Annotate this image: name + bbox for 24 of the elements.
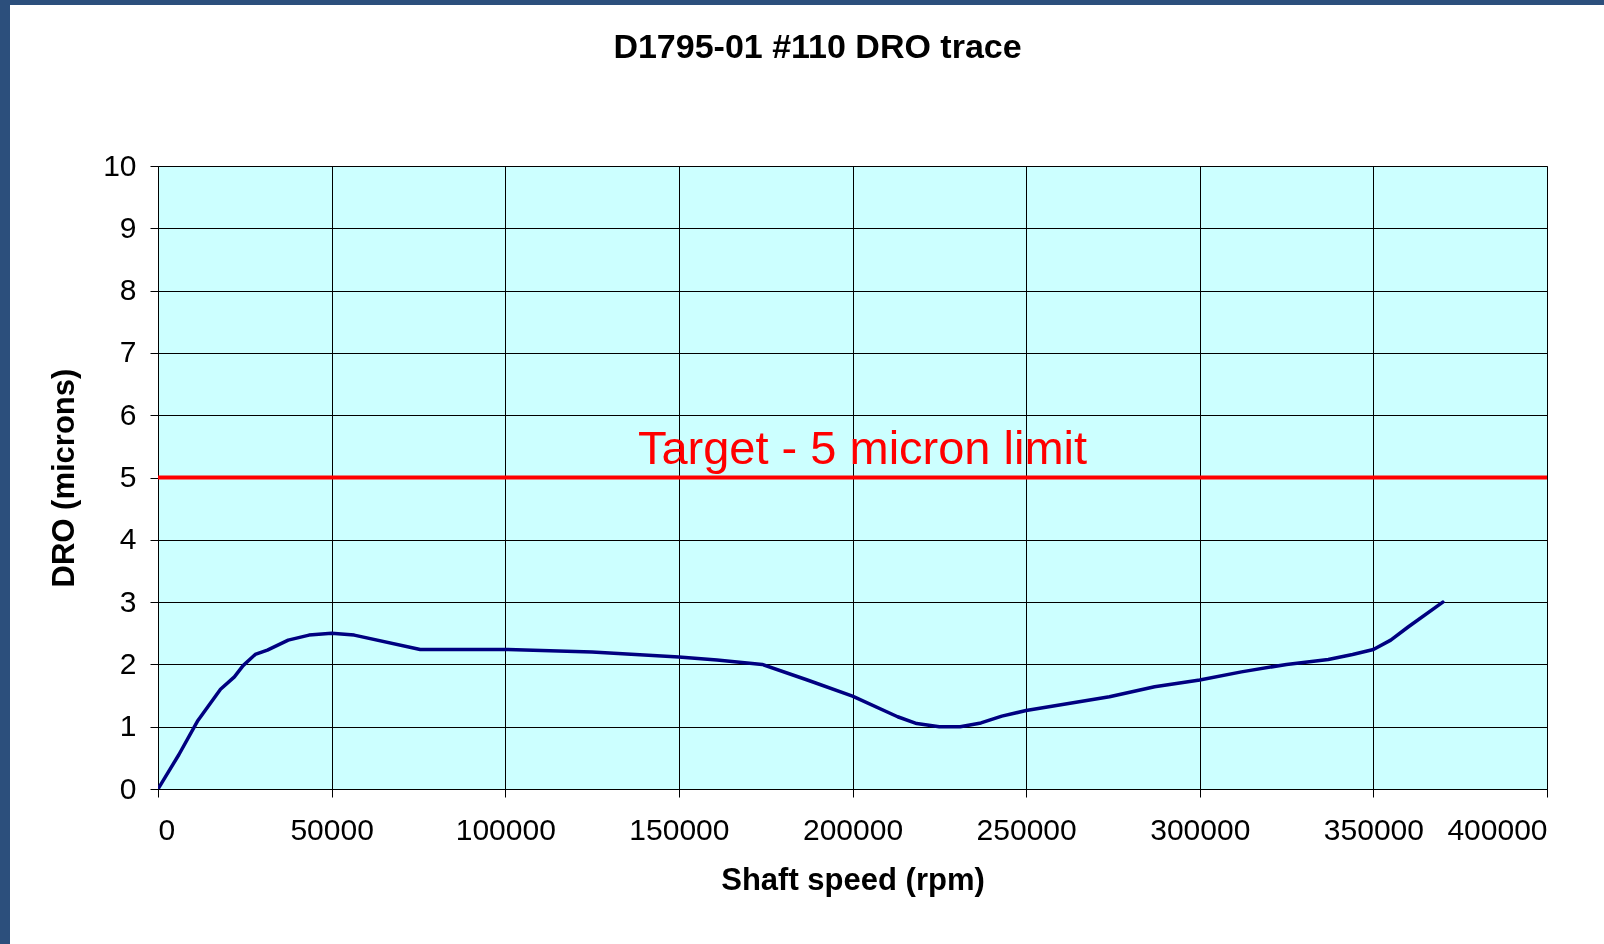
line-series	[158, 600, 1445, 789]
x-tick-label: 150000	[629, 812, 730, 846]
y-tick-label: 8	[119, 273, 137, 307]
x-tick-label: 100000	[455, 812, 556, 846]
y-tick-label: 5	[119, 460, 137, 493]
y-axis-title: DRO (microns)	[46, 368, 82, 588]
y-tick-label: 7	[119, 335, 137, 369]
y-tick-label: 6	[119, 397, 137, 431]
y-tick-label: 4	[119, 522, 137, 556]
x-tick-label: 350000	[1323, 812, 1424, 846]
y-tick-label: 9	[119, 210, 137, 244]
x-tick-label: 400000	[1447, 812, 1548, 846]
x-tick-label: 250000	[976, 812, 1077, 846]
y-tick-label: 10	[103, 148, 137, 182]
x-tick-label: 300000	[1150, 812, 1251, 846]
y-tick-label: 2	[119, 646, 137, 680]
x-tick-label: 200000	[802, 812, 904, 846]
x-tick-label: 50000	[290, 812, 374, 846]
chart-title: D1795-01 #110 DRO trace	[613, 27, 1022, 65]
y-tick-label: 0	[119, 771, 137, 805]
x-tick-label: 0	[158, 812, 176, 846]
y-tick-label: 3	[119, 584, 137, 618]
y-tick-label: 1	[119, 709, 137, 743]
x-axis-title: Shaft speed (rpm)	[721, 861, 985, 897]
